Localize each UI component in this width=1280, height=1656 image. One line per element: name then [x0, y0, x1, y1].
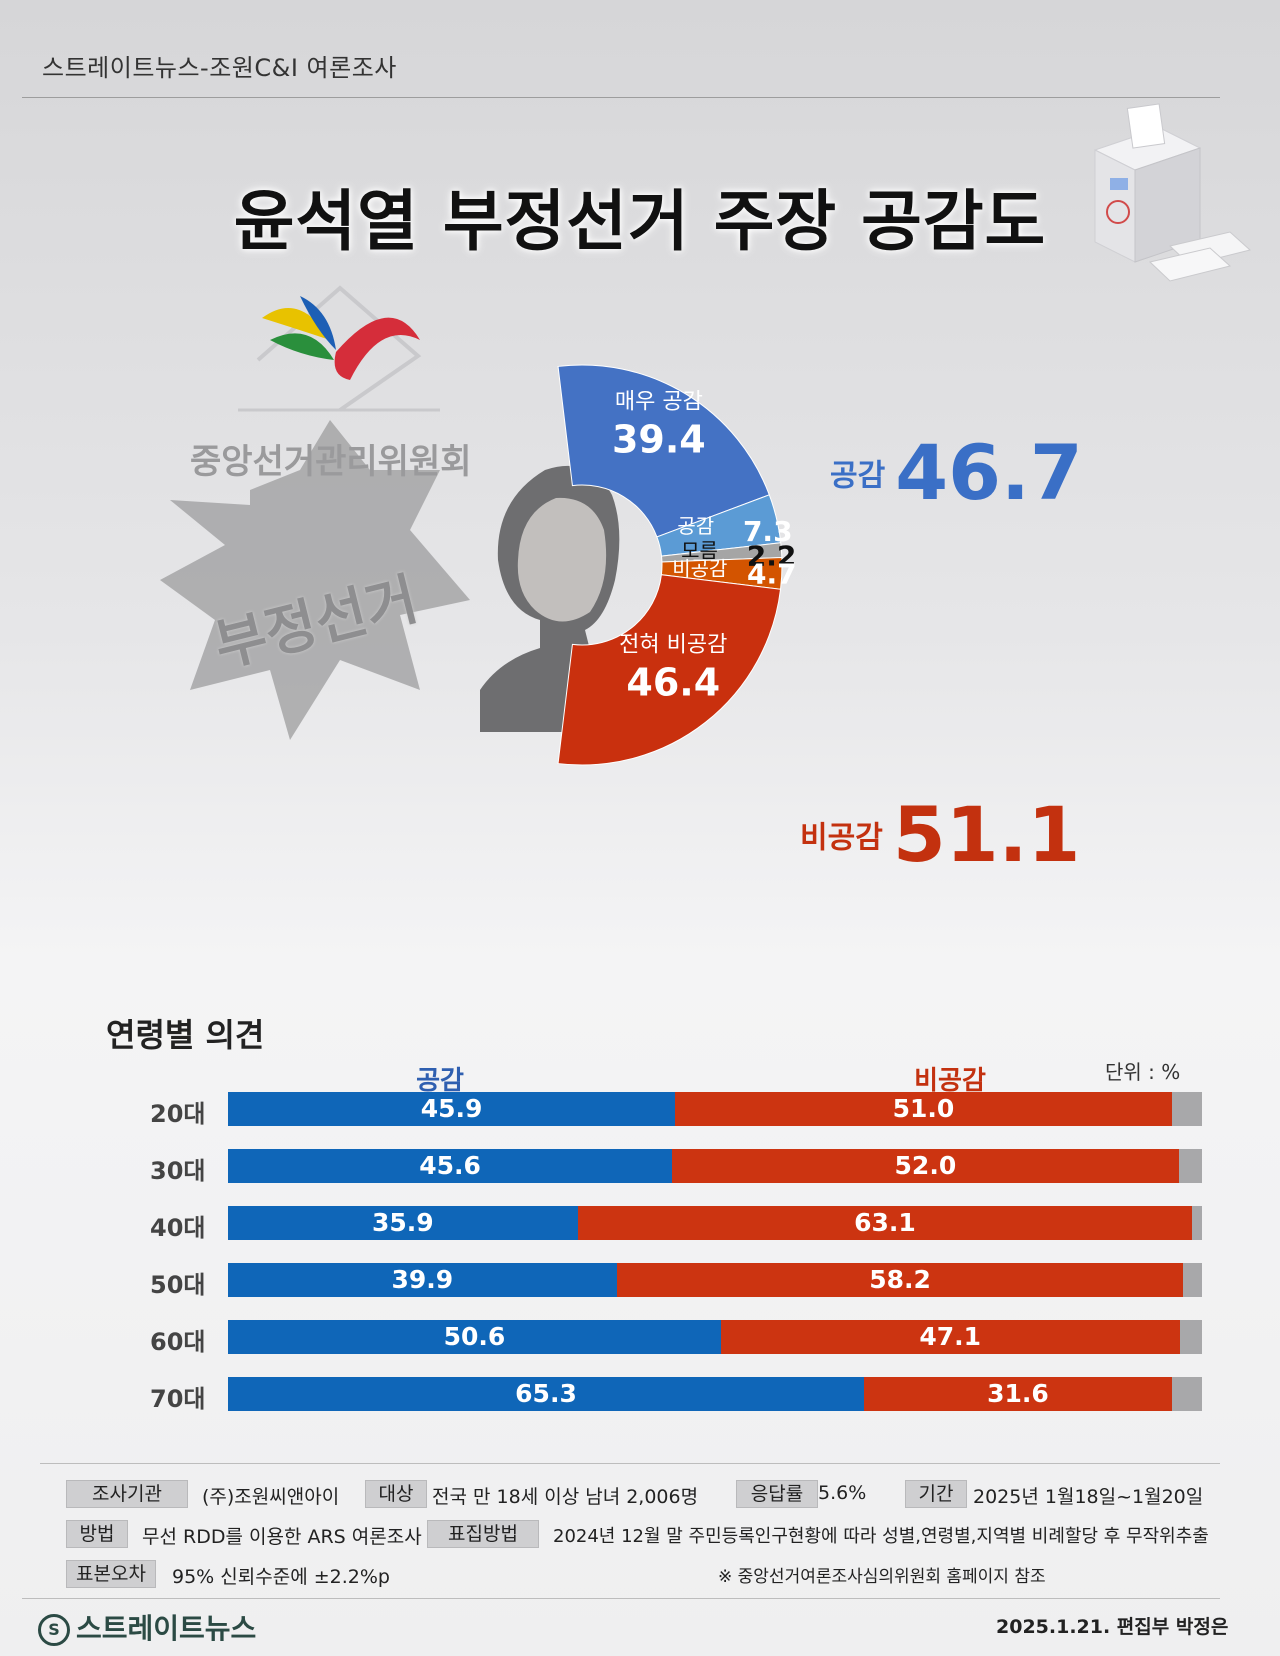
agree-total-value: 46.7 — [895, 428, 1083, 517]
donut-slice — [557, 364, 770, 538]
donut-slice-value: 7.3 — [743, 515, 793, 548]
info-chip: 기간 — [905, 1480, 967, 1508]
ballot-box-icon — [1093, 103, 1252, 282]
disagree-total-label: 비공감 — [800, 820, 883, 856]
info-text: 전국 만 18세 이상 남녀 2,006명 — [432, 1486, 699, 1508]
agree-total-label: 공감 — [830, 458, 886, 494]
brand-logo: S 스트레이트뉴스 — [38, 1607, 256, 1647]
info-text: ※ 중앙선거여론조사심의위원회 홈페이지 참조 — [718, 1567, 1046, 1587]
brand-mark-icon: S — [38, 1614, 70, 1646]
info-chip: 방법 — [66, 1520, 128, 1548]
donut-chart: 매우 공감 39.4 공감 7.3 모름 2.2 비공감 4.7 전혀 비공감 46.4 — [160, 103, 1252, 766]
age-bar: 65.3 31.6 — [228, 1377, 1202, 1411]
donut-slice-label: 공감 — [677, 514, 714, 538]
survey-source: 스트레이트뉴스-조원C&I 여론조사 — [42, 54, 397, 82]
bar-segment-disagree: 47.1 — [720, 1320, 1180, 1354]
age-bar: 45.6 52.0 — [228, 1149, 1202, 1183]
age-bar: 35.9 63.1 — [228, 1206, 1202, 1240]
info-text: 5.6% — [818, 1482, 867, 1504]
legend-agree: 공감 — [416, 1066, 464, 1096]
brand-name: 스트레이트뉴스 — [76, 1612, 257, 1645]
bar-segment-unknown — [1171, 1377, 1202, 1411]
donut-slice-value: 4.7 — [747, 558, 797, 591]
info-text: 95% 신뢰수준에 ±2.2%p — [172, 1566, 390, 1588]
info-text: (주)조원씨앤아이 — [202, 1486, 340, 1508]
bar-segment-agree: 45.9 — [228, 1092, 676, 1126]
donut-slice — [557, 574, 782, 766]
bar-segment-disagree: 58.2 — [616, 1263, 1184, 1297]
agree-total: 공감 46.7 — [830, 428, 1083, 517]
info-text: 2024년 12월 말 주민등록인구현황에 따라 성별,연령별,지역별 비례할당… — [553, 1526, 1209, 1547]
age-chart-title: 연령별 의견 — [106, 1016, 265, 1054]
bar-segment-disagree: 31.6 — [864, 1377, 1172, 1411]
age-label: 20대 — [150, 1100, 206, 1128]
info-chip: 대상 — [365, 1480, 427, 1508]
nec-name: 중앙선거관리위원회 — [190, 442, 472, 482]
nec-logo-icon — [238, 285, 440, 412]
credit-line: 2025.1.21. 편집부 박정은 — [996, 1616, 1229, 1638]
age-label: 50대 — [150, 1271, 206, 1299]
bar-segment-disagree: 51.0 — [675, 1092, 1172, 1126]
age-bar: 45.9 51.0 — [228, 1092, 1202, 1126]
bar-segment-unknown — [1178, 1149, 1202, 1183]
info-text: 무선 RDD를 이용한 ARS 여론조사 — [142, 1526, 422, 1548]
info-chip: 표본오차 — [66, 1560, 156, 1588]
info-chip: 응답률 — [736, 1480, 818, 1508]
disagree-total-value: 51.1 — [892, 790, 1081, 879]
disagree-total: 비공감 51.1 — [800, 790, 1080, 879]
donut-slice-label: 전혀 비공감 — [619, 633, 727, 658]
bar-segment-unknown — [1179, 1320, 1202, 1354]
age-label: 60대 — [150, 1328, 206, 1356]
bar-segment-agree: 35.9 — [228, 1206, 578, 1240]
donut-slice-label: 비공감 — [672, 557, 727, 581]
donut-slice-value: 2.2 — [747, 540, 797, 573]
unit-label: 단위 : % — [1105, 1060, 1181, 1084]
bar-segment-unknown — [1192, 1206, 1202, 1240]
age-bar: 50.6 47.1 — [228, 1320, 1202, 1354]
donut-slice-value: 39.4 — [612, 418, 706, 462]
donut-slice-value: 46.4 — [626, 661, 720, 705]
legend-disagree: 비공감 — [914, 1066, 986, 1096]
age-label: 40대 — [150, 1214, 206, 1242]
burst-icon — [160, 420, 470, 740]
donut-slice-label: 매우 공감 — [615, 390, 703, 415]
age-bar: 39.9 58.2 — [228, 1263, 1202, 1297]
donut-slices — [557, 364, 783, 766]
donut-slice-label: 모름 — [681, 539, 718, 563]
bar-segment-agree: 65.3 — [228, 1377, 865, 1411]
bar-segment-agree: 50.6 — [228, 1320, 721, 1354]
info-text: 2025년 1월18일~1월20일 — [973, 1486, 1204, 1508]
bar-segment-disagree: 63.1 — [577, 1206, 1193, 1240]
page-title: 윤석열 부정선거 주장 공감도 — [233, 183, 1047, 260]
header-divider — [22, 97, 1220, 98]
info-chip: 조사기관 — [66, 1480, 188, 1508]
bar-segment-agree: 39.9 — [228, 1263, 617, 1297]
age-label: 70대 — [150, 1385, 206, 1413]
bar-segment-unknown — [1183, 1263, 1202, 1297]
age-label: 30대 — [150, 1157, 206, 1185]
bar-segment-unknown — [1171, 1092, 1202, 1126]
info-chip: 표집방법 — [427, 1520, 539, 1548]
footer-bottom-divider — [22, 1598, 1220, 1599]
bar-segment-disagree: 52.0 — [672, 1149, 1179, 1183]
donut-labels: 매우 공감 39.4 공감 7.3 모름 2.2 비공감 4.7 전혀 비공감 46.4 — [612, 390, 797, 705]
footer-divider — [40, 1463, 1220, 1464]
bar-segment-agree: 45.6 — [228, 1149, 673, 1183]
